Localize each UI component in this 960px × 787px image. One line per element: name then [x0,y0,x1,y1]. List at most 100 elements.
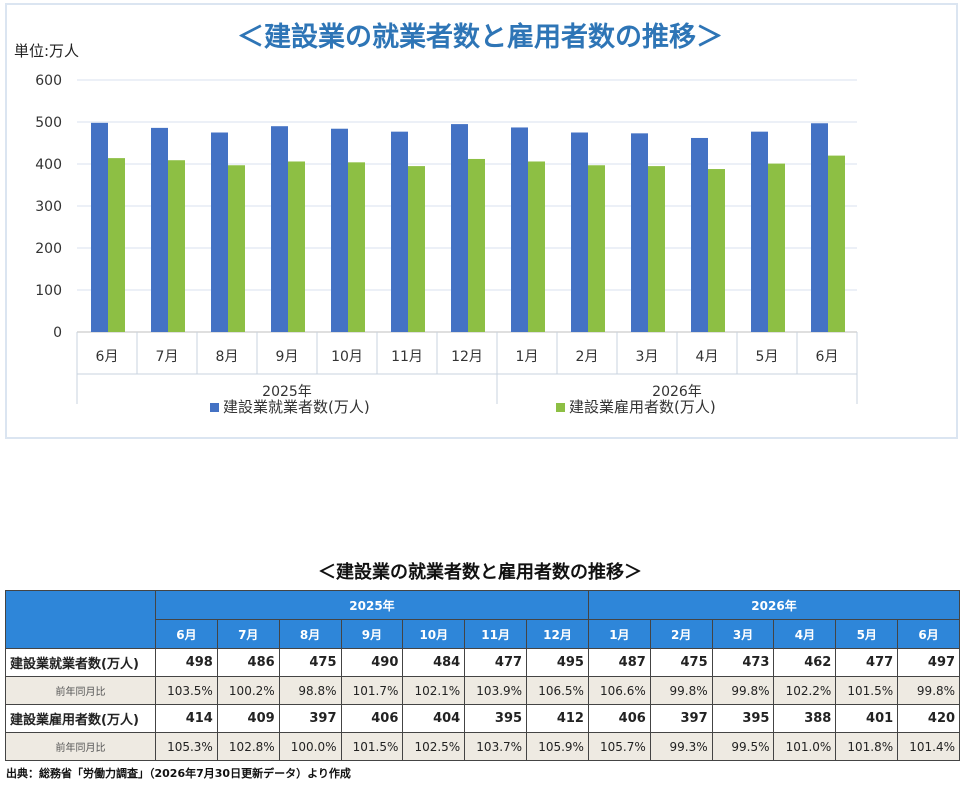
y-tick-label: 100 [35,283,62,299]
bar-employed [211,132,228,332]
table-month-header: 7月 [216,619,280,649]
bar-employees [768,163,785,332]
y-tick-label: 200 [35,241,62,257]
table-cell: 486 [216,648,280,677]
table-cell: 406 [340,704,404,733]
table-cell: 412 [526,704,589,733]
table-cell: 420 [897,704,960,733]
bar-employees [648,166,665,332]
table-row-label: 建設業就業者数(万人) [5,648,156,677]
table-cell: 397 [649,704,713,733]
table-row: 前年同月比 103.5% 100.2% 98.8% 101.7% 102.1% 103.9%… [5,676,960,705]
table-cell: 98.8% [278,676,342,705]
x-tick-label: 3月 [636,349,659,365]
bar-employees [528,161,545,332]
table-year-header: 2025年 [155,590,589,620]
year-group-label: 2026年 [652,384,702,400]
table-cell: 101.0% [773,732,837,761]
table-cell: 102.8% [216,732,280,761]
x-axis: 6月 7月 8月 9月 10月 11月 12月 1月 2月 3月 4月 5月 6月 2025年 2026年 [76,332,858,404]
source-note: 出典：総務省「労働力調査」（2026年7月30日更新データ）より作成 [6,767,351,780]
bar-employed [811,123,828,332]
table-month-header: 12月 [526,619,589,649]
x-tick-label: 4月 [696,349,719,365]
table-cell: 103.9% [464,676,528,705]
table-cell: 105.7% [587,732,651,761]
table-cell: 102.5% [402,732,466,761]
table-row-label: 建設業雇用者数(万人) [5,704,156,733]
table-cell: 495 [526,648,589,677]
table-cell: 462 [773,648,837,677]
table-cell: 498 [155,648,218,677]
table-cell: 475 [278,648,342,677]
y-tick-label: 600 [35,73,62,89]
table-month-row: 6月 7月 8月 9月 10月 11月 12月 1月 2月 3月 4月 5月 6月 [6,619,960,649]
bar-employees [408,166,425,332]
table-month-header: 8月 [278,619,342,649]
table-month-header: 5月 [835,619,899,649]
table-row-label: 前年同月比 [5,732,156,761]
table-cell: 497 [897,648,960,677]
legend-label: 建設業雇用者数(万人) [569,398,716,416]
y-tick-label: 500 [35,115,62,131]
bars [91,122,845,333]
table-month-header: 4月 [773,619,837,649]
bar-employees [708,169,725,332]
y-tick-label: 0 [53,325,62,341]
y-tick-label: 400 [35,157,62,173]
bar-employees [108,158,125,332]
table-cell: 406 [587,704,651,733]
bar-employed [751,131,768,332]
table-cell: 99.8% [649,676,713,705]
bar-employees [588,165,605,332]
table-cell: 484 [402,648,466,677]
table-cell: 388 [773,704,837,733]
x-tick-label: 12月 [451,349,483,365]
y-tick-label: 300 [35,199,62,215]
bar-employees [288,161,305,332]
x-tick-label: 11月 [391,349,423,365]
table-cell: 105.9% [526,732,589,761]
y-axis-ticks: 0 100 200 300 400 500 600 [35,73,62,341]
table-cell: 99.8% [897,676,960,705]
table-month-header: 10月 [402,619,466,649]
table-cell: 101.8% [835,732,899,761]
bar-chart: ＜建設業の就業者数と雇用者数の推移＞ 単位:万人 0 100 200 300 400 50… [14,21,858,416]
table-cell: 106.6% [587,676,651,705]
table-cell: 103.7% [464,732,528,761]
table-cell: 414 [155,704,218,733]
bar-employees [828,155,845,332]
table-cell: 475 [649,648,713,677]
table-cell: 100.0% [278,732,342,761]
data-table: 2025年 2026年 6月 7月 8月 9月 10月 11月 12月 1月 2月 3月 4月 5月 6月建… [5,590,960,761]
table-cell: 395 [464,704,528,733]
bar-employees [468,158,485,332]
table-cell: 477 [835,648,899,677]
year-group-label: 2025年 [262,384,312,400]
bar-employed [331,128,348,332]
table-year-header: 2026年 [587,590,960,620]
legend: 建設業就業者数(万人) 建設業雇用者数(万人) [210,398,716,416]
table-row: 建設業就業者数(万人) 498 486 475 490 484 477 495 487 475 47… [5,648,960,677]
legend-swatch [210,403,219,412]
table-cell: 487 [587,648,651,677]
table-cell: 473 [711,648,775,677]
x-tick-label: 9月 [276,349,299,365]
x-tick-label: 2月 [576,349,599,365]
table-year-row: 2025年 2026年 [5,590,960,649]
chart-title: ＜建設業の就業者数と雇用者数の推移＞ [237,21,723,53]
table-cell: 103.5% [155,676,218,705]
table-month-header: 1月 [587,619,651,649]
table-cell: 99.8% [711,676,775,705]
bar-employed [271,126,288,332]
table-month-header: 11月 [464,619,528,649]
table-cell: 99.5% [711,732,775,761]
table-cell: 477 [464,648,528,677]
table-cell: 100.2% [216,676,280,705]
bar-employed [151,127,168,332]
bar-employed [91,122,108,332]
table-cell: 102.1% [402,676,466,705]
unit-label: 単位:万人 [14,42,79,60]
bar-employed [631,133,648,332]
table-cell: 490 [340,648,404,677]
